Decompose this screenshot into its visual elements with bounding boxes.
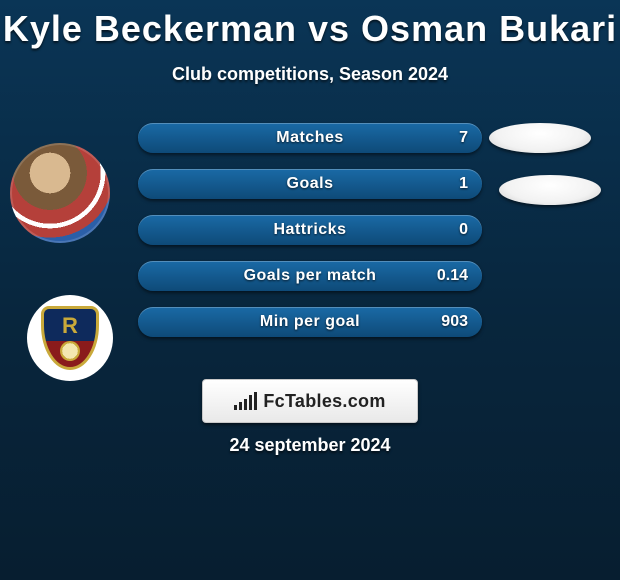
club-shield-icon [41,306,99,370]
compare-ellipse-1 [489,123,591,153]
stat-value: 1 [459,169,468,199]
stat-value: 0 [459,215,468,245]
stat-value: 7 [459,123,468,153]
stat-label: Goals per match [138,261,482,291]
brand-bars-icon [234,392,257,410]
stat-value: 0.14 [437,261,468,291]
stat-row-goals-per-match: Goals per match 0.14 [138,261,482,291]
comparison-card: Kyle Beckerman vs Osman Bukari Club comp… [0,0,620,580]
compare-ellipse-2 [499,175,601,205]
brand-bar [234,405,237,410]
brand-bar [249,395,252,410]
brand-box: FcTables.com [202,379,418,423]
page-title: Kyle Beckerman vs Osman Bukari [0,0,620,50]
brand-bar [254,392,257,410]
stat-label: Min per goal [138,307,482,337]
stat-row-matches: Matches 7 [138,123,482,153]
stat-label: Goals [138,169,482,199]
player-photo [10,143,110,243]
brand-bar [244,399,247,410]
stat-label: Matches [138,123,482,153]
stat-row-goals: Goals 1 [138,169,482,199]
brand-text: FcTables.com [263,391,385,412]
subtitle: Club competitions, Season 2024 [0,64,620,85]
club-badge [27,295,113,381]
stat-row-min-per-goal: Min per goal 903 [138,307,482,337]
stat-label: Hattricks [138,215,482,245]
date-text: 24 september 2024 [0,435,620,456]
stats-rows: Matches 7 Goals 1 Hattricks 0 Goals per … [138,123,482,353]
stat-row-hattricks: Hattricks 0 [138,215,482,245]
stat-value: 903 [441,307,468,337]
brand-bar [239,402,242,410]
